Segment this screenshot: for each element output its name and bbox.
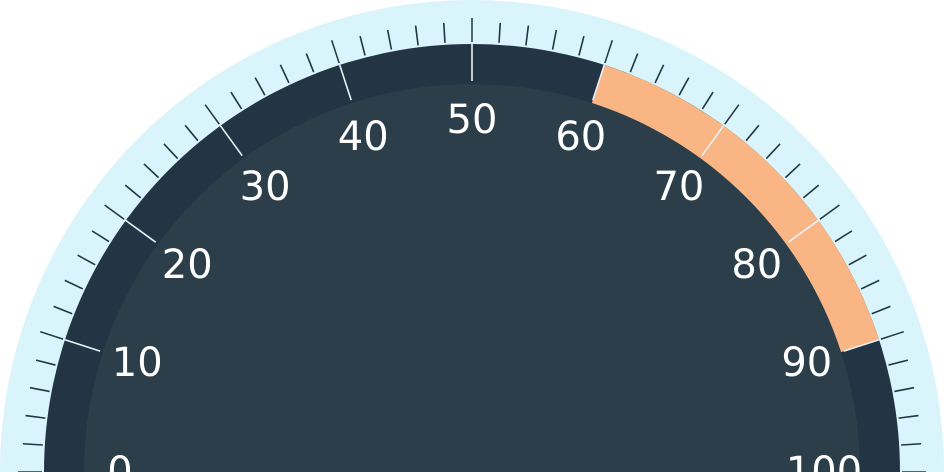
- tick-label: 20: [162, 242, 213, 288]
- minor-tick: [35, 359, 56, 366]
- major-tick-inner: [592, 64, 606, 101]
- minor-tick: [498, 22, 502, 43]
- minor-tick: [64, 279, 84, 290]
- minor-tick: [701, 91, 714, 110]
- minor-tick: [184, 124, 199, 142]
- minor-tick: [848, 254, 867, 266]
- major-tick-outer: [104, 204, 125, 220]
- minor-tick: [860, 279, 880, 290]
- minor-tick: [414, 25, 419, 46]
- minor-tick: [25, 414, 46, 419]
- minor-tick: [305, 53, 315, 73]
- major-tick-outer: [724, 104, 740, 125]
- minor-tick: [143, 163, 160, 179]
- tick-label: 60: [555, 114, 606, 160]
- minor-tick: [834, 230, 853, 243]
- tick-label: 100: [786, 449, 862, 472]
- tick-label: 80: [731, 242, 782, 288]
- tick-label: 50: [447, 97, 498, 143]
- minor-tick: [551, 29, 558, 50]
- major-tick-outer: [204, 104, 220, 125]
- minor-tick: [654, 64, 665, 84]
- highlight-band: [591, 64, 880, 353]
- major-tick-outer: [330, 39, 340, 64]
- major-tick-inner: [125, 219, 157, 243]
- minor-tick: [29, 386, 50, 393]
- major-tick-inner: [338, 64, 352, 101]
- tick-label: 0: [107, 449, 132, 472]
- major-tick-inner: [64, 338, 101, 352]
- minor-tick: [279, 64, 290, 84]
- minor-tick: [53, 305, 73, 315]
- minor-tick: [91, 230, 110, 243]
- minor-tick: [871, 305, 891, 315]
- minor-tick: [359, 35, 366, 56]
- minor-tick: [163, 143, 179, 160]
- minor-tick: [22, 442, 43, 446]
- tick-label: 70: [653, 164, 704, 210]
- minor-tick: [678, 77, 690, 96]
- major-tick-outer: [39, 330, 64, 340]
- major-tick-inner: [219, 125, 243, 157]
- minor-tick: [765, 143, 781, 160]
- major-tick-outer: [819, 204, 840, 220]
- major-tick-inner: [787, 219, 819, 243]
- minor-tick: [901, 442, 922, 446]
- minor-tick: [578, 35, 585, 56]
- minor-tick: [888, 359, 909, 366]
- minor-tick: [802, 184, 820, 199]
- dial-face: [84, 84, 860, 472]
- tick-marks: [18, 18, 926, 472]
- minor-tick: [124, 184, 142, 199]
- minor-tick: [77, 254, 96, 266]
- major-tick-inner: [701, 125, 725, 157]
- minor-tick: [784, 163, 801, 179]
- minor-tick: [254, 77, 266, 96]
- minor-tick: [386, 29, 393, 50]
- tick-label: 40: [338, 114, 389, 160]
- minor-tick: [894, 386, 915, 393]
- minor-tick: [629, 53, 639, 73]
- major-tick-outer: [604, 39, 614, 64]
- tick-label: 90: [781, 340, 832, 386]
- major-tick-inner: [843, 338, 880, 352]
- major-tick-outer: [880, 330, 905, 340]
- tick-label: 30: [240, 164, 291, 210]
- minor-tick: [525, 25, 530, 46]
- tick-label: 10: [112, 340, 163, 386]
- minor-tick: [442, 22, 446, 43]
- minor-tick: [745, 124, 760, 142]
- minor-tick: [230, 91, 243, 110]
- minor-tick: [898, 414, 919, 419]
- tick-labels: 0 10 20 30 40 50 60 70 80 90 100: [107, 97, 862, 472]
